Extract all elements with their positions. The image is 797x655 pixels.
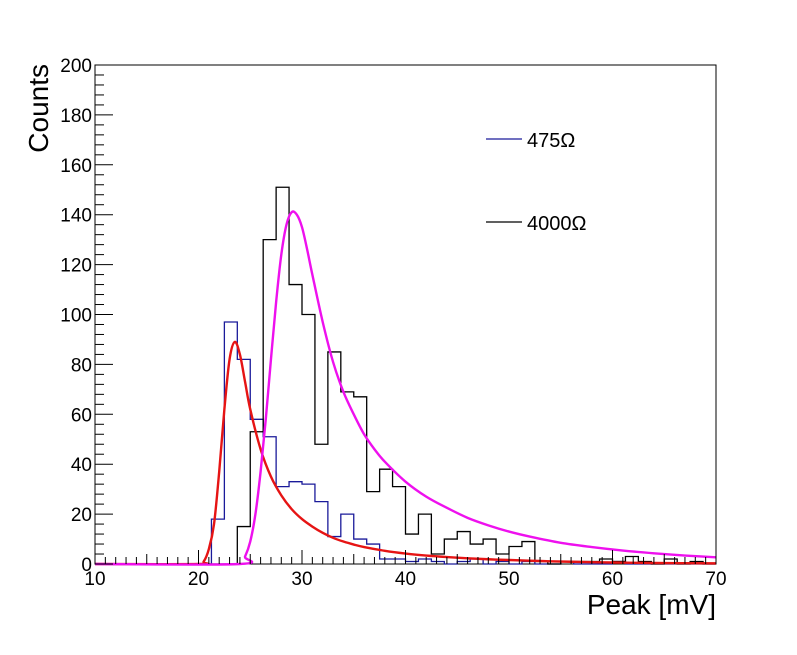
x-tick-label: 70 (705, 569, 726, 590)
y-tick-label: 60 (71, 405, 92, 426)
x-tick-label: 20 (188, 569, 209, 590)
bin-4000-12 (354, 397, 367, 564)
x-tick-label: 60 (602, 569, 623, 590)
y-tick-label: 80 (71, 355, 92, 376)
bin-4000-9 (315, 444, 328, 564)
y-tick-label: 0 (81, 555, 92, 576)
legend-label-4000: 4000Ω (527, 213, 586, 235)
bin-4000-11 (341, 392, 354, 564)
x-tick-label: 10 (84, 569, 105, 590)
bin-4000-10 (328, 352, 341, 564)
y-tick-label: 180 (60, 106, 92, 127)
x-axis-title: Peak [mV] (587, 589, 716, 620)
y-tick-label: 100 (60, 306, 92, 327)
fit-475-curve (94, 340, 717, 566)
y-tick-label: 200 (60, 56, 92, 77)
y-tick-label: 160 (60, 156, 92, 177)
bin-4000-19 (444, 539, 457, 564)
y-tick-label: 120 (60, 256, 92, 277)
y-tick-label: 20 (71, 505, 92, 526)
bin-4000-5 (263, 240, 276, 564)
fit-4000-curve (94, 210, 717, 566)
y-tick-label: 40 (71, 455, 92, 476)
y-tick-label: 140 (60, 206, 92, 227)
bin-4000-7 (289, 285, 302, 564)
x-tick-label: 50 (498, 569, 519, 590)
bin-4000-13 (367, 492, 380, 564)
bin-4000-16 (406, 534, 419, 564)
x-tick-label: 30 (291, 569, 312, 590)
y-axis-title: Counts (23, 64, 54, 153)
histogram-4000 (198, 186, 716, 565)
legend-label-475: 475Ω (527, 130, 575, 152)
histogram-475 (198, 321, 716, 565)
bin-4000-21 (470, 544, 483, 564)
x-tick-label: 40 (395, 569, 416, 590)
legend: 475Ω 4000Ω (486, 130, 586, 235)
